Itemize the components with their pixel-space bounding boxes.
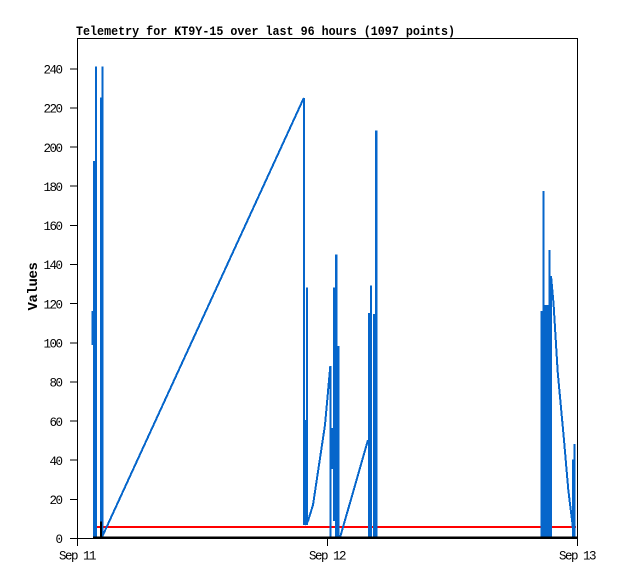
svg-text:240: 240 <box>43 64 62 78</box>
svg-text:200: 200 <box>43 142 62 156</box>
svg-text:40: 40 <box>49 455 62 469</box>
svg-text:140: 140 <box>43 259 62 273</box>
svg-text:Sep 11: Sep 11 <box>59 550 96 564</box>
svg-text:180: 180 <box>43 181 62 195</box>
svg-text:0: 0 <box>55 533 62 547</box>
svg-text:60: 60 <box>49 416 62 430</box>
svg-text:120: 120 <box>43 298 62 312</box>
svg-text:Sep 13: Sep 13 <box>559 550 596 564</box>
svg-text:220: 220 <box>43 103 62 117</box>
svg-text:20: 20 <box>49 494 62 508</box>
svg-text:Telemetry for KT9Y-15 over las: Telemetry for KT9Y-15 over last 96 hours… <box>76 24 455 39</box>
svg-text:80: 80 <box>49 377 62 391</box>
svg-text:Values: Values <box>26 262 42 310</box>
svg-text:160: 160 <box>43 220 62 234</box>
svg-text:Sep 12: Sep 12 <box>309 550 346 564</box>
svg-text:100: 100 <box>43 338 62 352</box>
